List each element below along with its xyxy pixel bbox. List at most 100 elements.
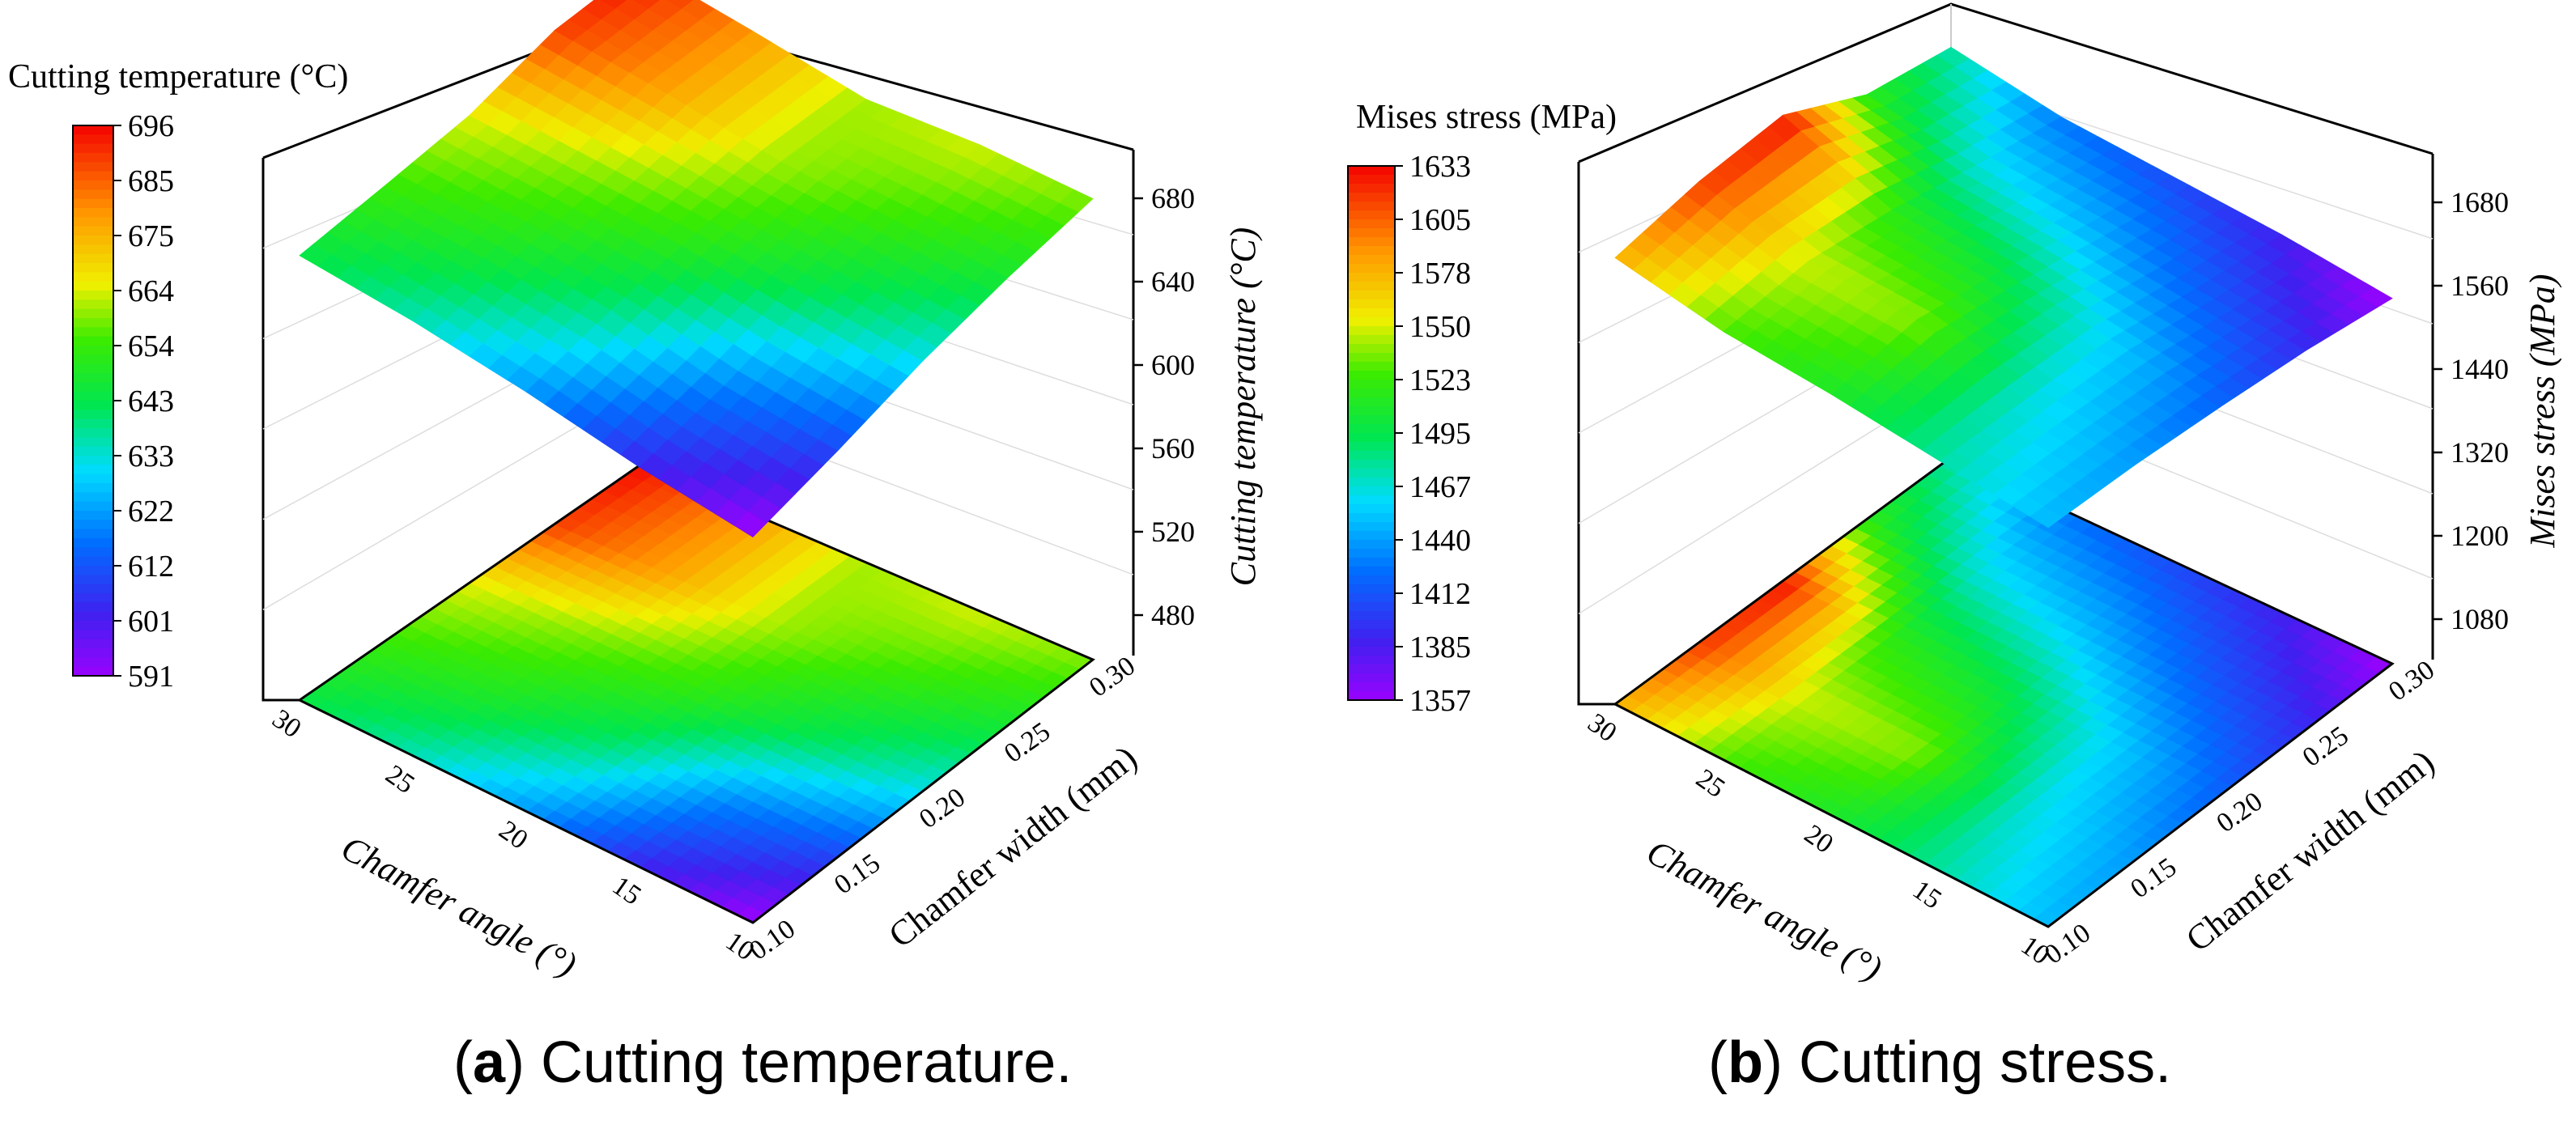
panel-b-colorbar-band bbox=[1348, 308, 1395, 318]
panel-b-colorbar-band bbox=[1348, 691, 1395, 701]
panel-b-z-tick-label: 1080 bbox=[2451, 603, 2509, 635]
panel-a-left-edge bbox=[261, 158, 300, 702]
panel-a-colorbar-band bbox=[73, 428, 113, 439]
panel-b-colorbar-band bbox=[1348, 193, 1395, 202]
panel-b-colorbar-title: Mises stress (MPa) bbox=[1356, 99, 1617, 136]
panel-a-colorbar-band bbox=[73, 180, 113, 191]
panel-a-colorbar-band bbox=[73, 639, 113, 649]
panel-a-colorbar-band bbox=[73, 666, 113, 677]
panel-b-colorbar-tick-label: 1467 bbox=[1409, 470, 1471, 504]
panel-b-colorbar-band bbox=[1348, 460, 1395, 469]
panel-a-colorbar-tick-label: 654 bbox=[128, 329, 174, 363]
panel-b-colorbar-tick-label: 1357 bbox=[1409, 684, 1471, 718]
panel-a-colorbar-band bbox=[73, 529, 113, 539]
panel-a-colorbar-band bbox=[73, 648, 113, 659]
panel-b-colorbar-band bbox=[1348, 335, 1395, 345]
panel-a-x-tick-label: 15 bbox=[606, 871, 646, 911]
panel-a-colorbar-band bbox=[73, 336, 113, 346]
panel-b-colorbar-tick-label: 1605 bbox=[1409, 203, 1471, 237]
panel-b-surface-cell bbox=[2358, 287, 2393, 308]
caption-a: (a) Cutting temperature. bbox=[453, 1030, 1073, 1095]
panel-a-colorbar-band bbox=[73, 501, 113, 512]
panel-b-colorbar-band bbox=[1348, 664, 1395, 674]
panel-a-colorbar-band bbox=[73, 473, 113, 484]
panel-a-colorbar-band bbox=[73, 226, 113, 236]
caption-a-text: Cutting temperature. bbox=[541, 1030, 1073, 1095]
panel-a-colorbar-band bbox=[73, 281, 113, 291]
panel-b-colorbar-band bbox=[1348, 273, 1395, 282]
panel-b-surface bbox=[1614, 46, 2393, 529]
panel-b-colorbar-band bbox=[1348, 433, 1395, 443]
panel-a-colorbar-band bbox=[73, 584, 113, 594]
panel-a-colorbar-band bbox=[73, 162, 113, 172]
panel-b-colorbar-band bbox=[1348, 593, 1395, 603]
panel-a-colorbar-band bbox=[73, 418, 113, 429]
panel-a-x-tick-label: 20 bbox=[493, 815, 533, 855]
panel-b-x-tick-label: 20 bbox=[1799, 819, 1838, 860]
panel-b-colorbar-band bbox=[1348, 584, 1395, 594]
panel-a-colorbar-band bbox=[73, 575, 113, 585]
panel-a-colorbar-tick-label: 601 bbox=[128, 605, 174, 639]
caption-a-letter: a bbox=[472, 1030, 506, 1095]
panel-a-colorbar-band bbox=[73, 291, 113, 301]
panel-b-colorbar-band bbox=[1348, 246, 1395, 256]
panel-b-colorbar-band bbox=[1348, 513, 1395, 523]
panel-a-colorbar-band bbox=[73, 382, 113, 393]
panel-a-x-tick-label: 30 bbox=[266, 703, 306, 744]
panel-a-colorbar-band bbox=[73, 520, 113, 530]
panel-a-colorbar-band bbox=[73, 217, 113, 227]
panel-b-colorbar-band bbox=[1348, 371, 1395, 380]
panel-b-colorbar-band bbox=[1348, 353, 1395, 363]
panel-b-z-axis-label: Mises stress (MPa) bbox=[2523, 274, 2562, 548]
panel-a-colorbar-band bbox=[73, 566, 113, 576]
panel-a-colorbar-tick-label: 696 bbox=[128, 109, 174, 143]
panel-b-floor-outline bbox=[1613, 456, 2395, 928]
panel-b-x-tick-label: 15 bbox=[1907, 875, 1947, 915]
panel-b-colorbar-band bbox=[1348, 486, 1395, 496]
panel-b-z-tick-label: 1200 bbox=[2451, 520, 2509, 552]
panel-b-colorbar-tick-label: 1495 bbox=[1409, 417, 1471, 451]
panel-a-colorbar-band bbox=[73, 208, 113, 219]
panel-b-colorbar-band bbox=[1348, 291, 1395, 300]
panel-b-z-tick-label: 1440 bbox=[2451, 353, 2509, 385]
panel-a-colorbar-band bbox=[73, 456, 113, 466]
panel-a-z-axis-label: Cutting temperature (°C) bbox=[1223, 227, 1263, 587]
panel-b-colorbar-band bbox=[1348, 478, 1395, 487]
panel-b-colorbar-band bbox=[1348, 549, 1395, 558]
panel-a-colorbar-tick-label: 664 bbox=[128, 274, 174, 308]
panel-b-x-axis-label: Chamfer angle (°) bbox=[1640, 832, 1888, 989]
panel-a-z-tick-label: 600 bbox=[1151, 349, 1195, 381]
panel-a-colorbar-tick-label: 612 bbox=[128, 550, 174, 584]
panel-a-colorbar-tick-label: 685 bbox=[128, 164, 174, 198]
panel-b-colorbar-band bbox=[1348, 469, 1395, 478]
panel-b-colorbar-tick-label: 1550 bbox=[1409, 310, 1471, 344]
panel-a-colorbar-band bbox=[73, 630, 113, 640]
panel-b-colorbar-tick-label: 1385 bbox=[1409, 630, 1471, 664]
panel-a-colorbar-band bbox=[73, 134, 113, 145]
panel-b-colorbar-band bbox=[1348, 558, 1395, 567]
panel-a-colorbar-tick-label: 675 bbox=[128, 219, 174, 253]
panel-a-colorbar-band bbox=[73, 602, 113, 613]
panel-b-colorbar-band bbox=[1348, 264, 1395, 274]
panel-a-colorbar-tick-label: 622 bbox=[128, 495, 174, 529]
panel-b-colorbar-band bbox=[1348, 442, 1395, 452]
panel-a-colorbar-band bbox=[73, 483, 113, 494]
panel-a-colorbar-band bbox=[73, 198, 113, 209]
panel-a-colorbar: 696 685 675 664 654 643 633 622 612 601 591 Cutting… bbox=[8, 58, 348, 694]
panel-a-colorbar-band bbox=[73, 621, 113, 631]
panel-b-colorbar-band bbox=[1348, 522, 1395, 532]
panel-a-colorbar-band bbox=[73, 391, 113, 401]
panel-a-colorbar-band bbox=[73, 171, 113, 181]
panel-a-colorbar-band bbox=[73, 611, 113, 622]
panel-a-colorbar-band bbox=[73, 244, 113, 255]
panel-b-colorbar-band bbox=[1348, 237, 1395, 247]
panel-b-colorbar-band bbox=[1348, 682, 1395, 692]
panel-a-colorbar-band bbox=[73, 446, 113, 456]
panel-a-colorbar-band bbox=[73, 593, 113, 604]
panel-b-colorbar-tick-label: 1412 bbox=[1409, 577, 1471, 611]
panel-b-colorbar-band bbox=[1348, 638, 1395, 647]
panel-a-colorbar-tick-label: 633 bbox=[128, 439, 174, 473]
panel-a-colorbar-band bbox=[73, 410, 113, 420]
panel-b-colorbar-band bbox=[1348, 282, 1395, 291]
